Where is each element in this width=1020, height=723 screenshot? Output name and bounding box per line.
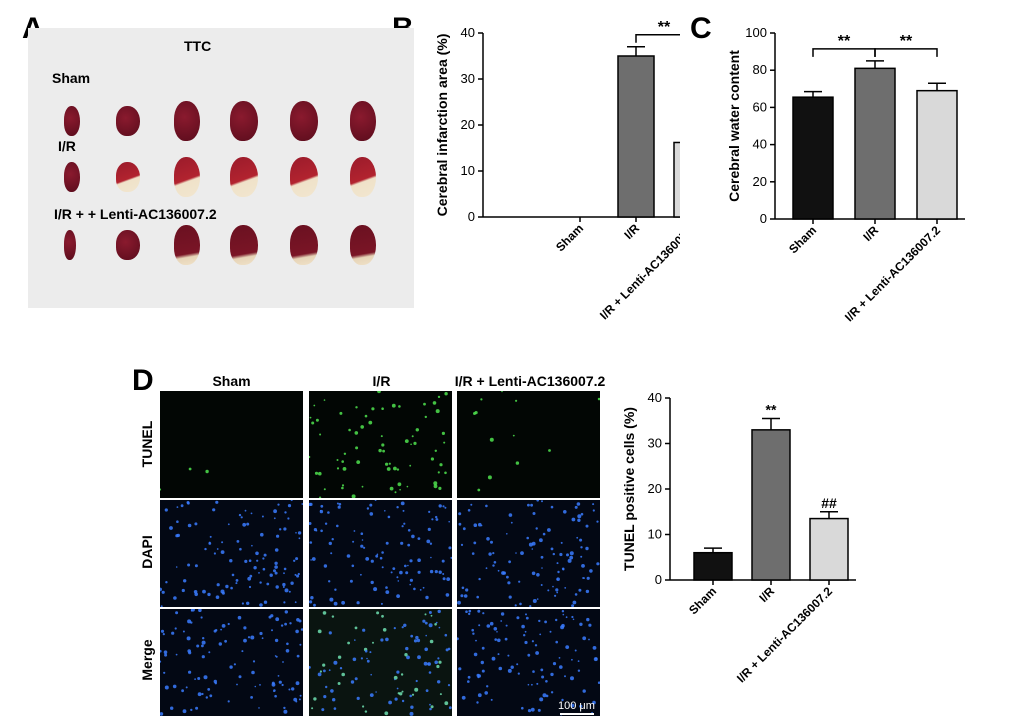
bar (751, 429, 791, 581)
brain-slice (350, 101, 376, 141)
bar (673, 141, 680, 218)
y-tick-label: 80 (753, 62, 767, 77)
brain-slice (290, 225, 318, 265)
bar (617, 55, 655, 218)
bar (809, 517, 849, 581)
y-tick-label: 10 (648, 527, 662, 542)
brain-slice (64, 230, 76, 260)
panel-c-letter: C (690, 12, 712, 45)
chart-b-infarction-area: 0 10 20 30 40 Cerebral infarction area (%) Sha… (434, 20, 680, 322)
y-tick-label: 0 (655, 572, 662, 587)
panel-d-letter: D (132, 364, 154, 397)
y-tick-label: 40 (648, 390, 662, 405)
y-tick-label: 20 (461, 117, 475, 132)
brain-slice (116, 230, 140, 260)
micrograph-tunel-sham (160, 391, 303, 498)
y-tick-label: 20 (648, 481, 662, 496)
brain-slice (174, 225, 200, 265)
chart-d-tunel-positive: 0 10 20 30 40 TUNEL positive cells (%) Sham I/R… (621, 390, 856, 685)
significance-label: ** (838, 33, 851, 50)
row-label-sham: Sham (52, 70, 91, 86)
y-tick-label: 0 (468, 209, 475, 224)
micrograph-dapi-ir (309, 500, 452, 607)
x-tick-label: Sham (686, 584, 719, 617)
significance-label: ** (766, 401, 777, 417)
ttc-title: TTC (184, 38, 212, 54)
x-tick-label: I/R (756, 584, 777, 605)
scale-bar-label: 100 μm (558, 700, 595, 712)
brain-slice (64, 162, 80, 192)
row-label-merge: Merge (139, 639, 155, 681)
row-label-ir: I/R (58, 138, 76, 154)
micrograph-tunel-ir (309, 391, 452, 498)
significance-bracket (635, 34, 680, 43)
x-tick-label: I/R (860, 223, 881, 244)
significance-bracket (812, 48, 876, 57)
y-axis-label: Cerebral water content (726, 50, 742, 202)
brain-slice (64, 106, 80, 136)
micrograph-merge-ir-lenti (457, 609, 600, 716)
micrograph-merge-sham (160, 609, 303, 716)
brain-slice (290, 157, 318, 197)
x-tick-label: I/R + Lenti-AC136007.2 (734, 584, 835, 685)
brain-slice (174, 101, 200, 141)
significance-bracket (874, 48, 938, 57)
x-tick-label: I/R + Lenti-AC136007.2 (597, 221, 680, 322)
y-tick-label: 100 (745, 25, 767, 40)
y-tick-label: 40 (753, 137, 767, 152)
y-tick-label: 20 (753, 174, 767, 189)
brain-slice (230, 225, 258, 265)
significance-label: ** (900, 33, 913, 50)
ttc-brain-slices-photo: TTC Sham I/R I/R + + Lenti-AC136007.2 (28, 28, 414, 308)
y-axis-label: TUNEL positive cells (%) (621, 407, 637, 571)
y-axis-label: Cerebral infarction area (%) (434, 34, 450, 217)
scale-bar (560, 713, 594, 715)
micrograph-tunel-ir-lenti (457, 391, 600, 498)
significance-label: ## (821, 495, 837, 511)
col-label-ir-lenti: I/R + Lenti-AC136007.2 (454, 373, 606, 389)
bar (916, 89, 958, 220)
brain-slice (230, 157, 258, 197)
y-tick-label: 10 (461, 163, 475, 178)
micrograph-merge-ir (309, 609, 452, 716)
y-tick-label: 30 (648, 436, 662, 451)
micrograph-dapi-sham (160, 500, 303, 607)
brain-slice (116, 162, 140, 192)
brain-slice (174, 157, 200, 197)
col-label-ir: I/R (372, 373, 391, 389)
row-label-dapi: DAPI (139, 535, 155, 569)
micrograph-dapi-ir-lenti (457, 500, 600, 607)
x-tick-label: I/R + Lenti-AC136007.2 (842, 223, 943, 324)
brain-slice (116, 106, 140, 136)
row-label-ir-lenti: I/R + + Lenti-AC136007.2 (54, 206, 217, 222)
brain-slice (350, 225, 376, 265)
brain-slice (350, 157, 376, 197)
y-tick-label: 60 (753, 99, 767, 114)
row-label-tunel: TUNEL (139, 420, 155, 468)
significance-label: ** (658, 20, 671, 36)
x-tick-label: Sham (553, 221, 586, 254)
bar (854, 67, 896, 220)
bar (693, 551, 733, 581)
y-tick-label: 40 (461, 25, 475, 40)
y-tick-label: 30 (461, 71, 475, 86)
x-tick-label: Sham (786, 223, 819, 256)
y-tick-label: 0 (760, 211, 767, 226)
brain-slice (290, 101, 318, 141)
x-tick-label: I/R (621, 221, 642, 242)
col-label-sham: Sham (212, 373, 251, 389)
brain-slice (230, 101, 258, 141)
bar (792, 96, 834, 220)
